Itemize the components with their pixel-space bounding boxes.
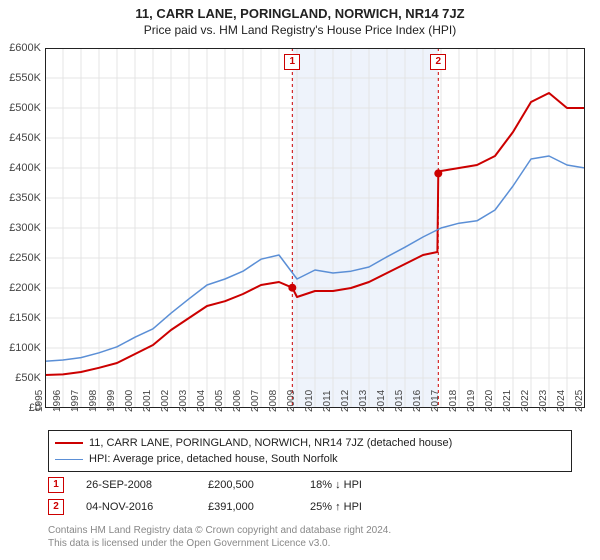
y-tick-label: £350K xyxy=(9,192,41,204)
chart-area: £0£50K£100K£150K£200K£250K£300K£350K£400… xyxy=(45,48,585,408)
event-marker-2: 2 xyxy=(430,54,446,70)
legend-item: 11, CARR LANE, PORINGLAND, NORWICH, NR14… xyxy=(55,435,565,451)
legend-item: HPI: Average price, detached house, Sout… xyxy=(55,451,565,467)
transaction-price: £391,000 xyxy=(208,501,288,513)
transaction-price: £200,500 xyxy=(208,479,288,491)
y-tick-label: £450K xyxy=(9,132,41,144)
footer-line-1: Contains HM Land Registry data © Crown c… xyxy=(48,524,391,537)
x-tick-label: 2012 xyxy=(340,390,351,412)
x-tick-label: 2002 xyxy=(160,390,171,412)
x-tick-label: 2001 xyxy=(142,390,153,412)
x-tick-label: 2016 xyxy=(412,390,423,412)
x-tick-label: 1998 xyxy=(88,390,99,412)
legend-label: HPI: Average price, detached house, Sout… xyxy=(89,453,338,465)
x-tick-label: 2013 xyxy=(358,390,369,412)
y-tick-label: £600K xyxy=(9,42,41,54)
x-tick-label: 1996 xyxy=(52,390,63,412)
transaction-row: 2 04-NOV-2016 £391,000 25% ↑ HPI xyxy=(48,496,390,518)
transaction-date: 26-SEP-2008 xyxy=(86,479,186,491)
x-tick-label: 2005 xyxy=(214,390,225,412)
footer-line-2: This data is licensed under the Open Gov… xyxy=(48,537,391,550)
x-tick-label: 2014 xyxy=(376,390,387,412)
x-tick-label: 2006 xyxy=(232,390,243,412)
chart-svg xyxy=(45,48,585,408)
x-tick-label: 1999 xyxy=(106,390,117,412)
y-tick-label: £200K xyxy=(9,282,41,294)
x-tick-label: 1995 xyxy=(34,390,45,412)
y-tick-label: £100K xyxy=(9,342,41,354)
legend-swatch xyxy=(55,442,83,444)
titles: 11, CARR LANE, PORINGLAND, NORWICH, NR14… xyxy=(0,0,600,37)
y-tick-label: £250K xyxy=(9,252,41,264)
legend-swatch xyxy=(55,459,83,460)
y-tick-label: £150K xyxy=(9,312,41,324)
y-tick-label: £500K xyxy=(9,102,41,114)
figure-container: 11, CARR LANE, PORINGLAND, NORWICH, NR14… xyxy=(0,0,600,560)
y-tick-label: £550K xyxy=(9,72,41,84)
footer: Contains HM Land Registry data © Crown c… xyxy=(48,524,391,550)
x-tick-label: 2024 xyxy=(556,390,567,412)
transaction-row: 1 26-SEP-2008 £200,500 18% ↓ HPI xyxy=(48,474,390,496)
transaction-delta: 18% ↓ HPI xyxy=(310,479,390,491)
x-tick-label: 2019 xyxy=(466,390,477,412)
chart-subtitle: Price paid vs. HM Land Registry's House … xyxy=(0,23,600,37)
x-tick-label: 2011 xyxy=(322,390,333,412)
y-tick-label: £50K xyxy=(15,372,41,384)
event-marker-1: 1 xyxy=(284,54,300,70)
y-tick-label: £300K xyxy=(9,222,41,234)
x-tick-label: 2004 xyxy=(196,390,207,412)
legend-label: 11, CARR LANE, PORINGLAND, NORWICH, NR14… xyxy=(89,437,452,449)
x-tick-label: 1997 xyxy=(70,390,81,412)
x-tick-label: 2018 xyxy=(448,390,459,412)
y-tick-label: £400K xyxy=(9,162,41,174)
x-tick-label: 2008 xyxy=(268,390,279,412)
x-tick-label: 2003 xyxy=(178,390,189,412)
x-tick-label: 2007 xyxy=(250,390,261,412)
chart-title: 11, CARR LANE, PORINGLAND, NORWICH, NR14… xyxy=(0,6,600,21)
x-tick-label: 2020 xyxy=(484,390,495,412)
x-tick-label: 2023 xyxy=(538,390,549,412)
transaction-date: 04-NOV-2016 xyxy=(86,501,186,513)
x-tick-label: 2015 xyxy=(394,390,405,412)
x-tick-label: 2025 xyxy=(574,390,585,412)
transaction-marker: 1 xyxy=(48,477,64,493)
x-tick-label: 2009 xyxy=(286,390,297,412)
transactions-table: 1 26-SEP-2008 £200,500 18% ↓ HPI 2 04-NOV-201… xyxy=(48,474,390,518)
legend: 11, CARR LANE, PORINGLAND, NORWICH, NR14… xyxy=(48,430,572,472)
x-tick-label: 2010 xyxy=(304,390,315,412)
transaction-marker: 2 xyxy=(48,499,64,515)
x-tick-label: 2017 xyxy=(430,390,441,412)
x-tick-label: 2000 xyxy=(124,390,135,412)
x-tick-label: 2022 xyxy=(520,390,531,412)
transaction-delta: 25% ↑ HPI xyxy=(310,501,390,513)
x-tick-label: 2021 xyxy=(502,390,513,412)
